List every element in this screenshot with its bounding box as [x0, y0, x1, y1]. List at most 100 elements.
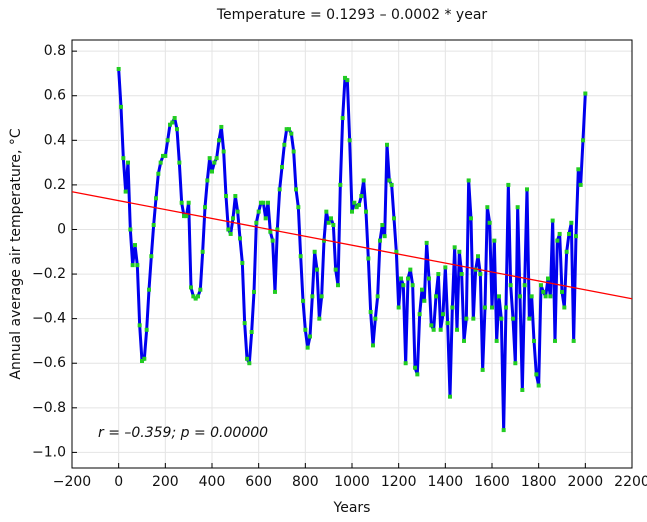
y-tick-label: 0: [57, 221, 66, 237]
data-point: [291, 149, 296, 154]
data-point: [541, 289, 546, 294]
data-point: [455, 327, 459, 332]
data-point: [305, 345, 310, 350]
data-point: [478, 272, 483, 277]
x-tick-label: 1600: [474, 474, 510, 490]
data-point: [149, 254, 154, 259]
data-point: [343, 75, 347, 80]
data-point: [121, 156, 126, 161]
data-point: [464, 316, 469, 321]
data-point: [247, 361, 252, 366]
x-tick-label: −200: [53, 474, 91, 490]
data-point: [441, 312, 445, 317]
data-point: [298, 254, 303, 259]
data-point: [380, 223, 385, 228]
data-point: [574, 234, 578, 239]
data-point: [245, 356, 249, 361]
data-point: [525, 187, 529, 192]
x-tick-label: 1000: [334, 474, 370, 490]
data-point: [553, 338, 557, 343]
data-point: [578, 182, 583, 187]
data-point: [135, 263, 140, 268]
data-point: [203, 205, 207, 210]
data-point: [261, 200, 266, 205]
data-point: [303, 327, 308, 332]
data-point: [123, 189, 128, 194]
x-tick-label: 2000: [568, 474, 604, 490]
data-point: [387, 178, 392, 183]
data-point: [466, 178, 471, 183]
y-axis-label: Annual average air temperature, °C: [8, 128, 24, 379]
fit-line: [72, 191, 632, 300]
data-point: [333, 267, 338, 272]
data-point: [182, 214, 186, 219]
data-point: [319, 294, 324, 299]
x-tick-label: 1800: [521, 474, 557, 490]
data-point: [450, 305, 455, 310]
data-point: [217, 138, 221, 143]
data-point: [350, 209, 354, 214]
x-tick-label: 2200: [614, 474, 647, 490]
data-point: [354, 205, 359, 210]
data-point: [263, 216, 268, 221]
data-point: [221, 149, 226, 154]
data-point: [268, 229, 273, 234]
data-point: [315, 267, 319, 272]
data-point: [375, 294, 380, 299]
data-point: [443, 265, 448, 270]
data-point: [331, 223, 336, 228]
y-tick-label: −0.2: [32, 266, 66, 282]
data-point: [469, 216, 473, 221]
x-tick-label: 800: [292, 474, 319, 490]
data-point: [336, 283, 340, 288]
data-point: [471, 316, 476, 321]
data-point: [193, 296, 198, 301]
data-point: [473, 267, 478, 272]
data-point: [494, 338, 499, 343]
data-point: [189, 285, 193, 290]
data-point: [543, 294, 548, 299]
data-point: [151, 223, 156, 228]
data-point: [161, 153, 165, 158]
data-point: [154, 196, 158, 201]
data-point: [287, 127, 291, 132]
data-point: [431, 327, 436, 332]
data-point: [499, 316, 504, 321]
data-point: [165, 138, 170, 143]
data-point: [485, 205, 490, 210]
data-point: [373, 316, 378, 321]
data-point: [520, 387, 525, 392]
data-point: [347, 138, 352, 143]
data-point: [527, 316, 532, 321]
data-point: [371, 343, 375, 348]
data-point: [462, 338, 466, 343]
data-point: [312, 249, 317, 254]
x-tick-label: 600: [245, 474, 272, 490]
data-point: [434, 294, 438, 299]
data-point: [317, 316, 322, 321]
data-point: [396, 305, 401, 310]
data-point: [128, 227, 133, 232]
data-point: [564, 249, 569, 254]
data-point: [448, 394, 452, 399]
data-point: [567, 231, 571, 236]
data-point: [340, 116, 345, 121]
data-point: [529, 294, 534, 299]
data-point: [497, 294, 501, 299]
data-point: [401, 283, 406, 288]
data-point: [156, 171, 161, 176]
data-point: [368, 309, 373, 314]
y-tick-label: 0.8: [44, 43, 66, 59]
data-point: [457, 249, 462, 254]
data-point: [385, 142, 389, 147]
data-point: [310, 294, 315, 299]
data-point: [408, 267, 413, 272]
data-point: [429, 323, 434, 328]
data-point: [532, 338, 536, 343]
data-point: [536, 383, 541, 388]
data-point: [196, 294, 200, 299]
data-point: [361, 178, 366, 183]
data-point: [273, 289, 277, 294]
data-point: [576, 167, 581, 172]
